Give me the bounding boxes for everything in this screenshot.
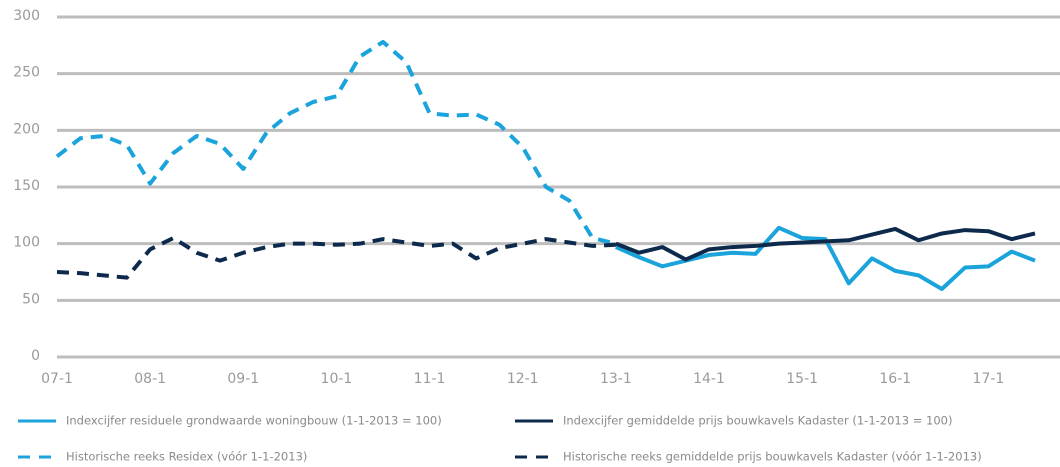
legend-label: Historische reeks Residex (vóór 1-1-2013… (66, 450, 307, 464)
x-tick-label: 12-1 (507, 371, 539, 387)
y-tick-label: 50 (22, 291, 40, 307)
y-tick-label: 0 (31, 348, 40, 364)
x-tick-label: 16-1 (879, 371, 911, 387)
x-tick-label: 13-1 (600, 371, 632, 387)
y-tick-label: 100 (13, 235, 40, 251)
x-tick-label: 09-1 (227, 371, 259, 387)
series-line (615, 225, 1036, 291)
x-tick-label: 08-1 (134, 371, 166, 387)
x-tick-label: 11-1 (414, 371, 446, 387)
y-tick-label: 250 (13, 65, 40, 81)
legend-label: Historische reeks gemiddelde prijs bouwk… (563, 450, 982, 464)
x-tick-label: 14-1 (693, 371, 725, 387)
legend-label: Indexcijfer gemiddelde prijs bouwkavels … (563, 414, 952, 428)
y-tick-label: 300 (13, 8, 40, 24)
series-line (615, 226, 1036, 262)
x-tick-label: 15-1 (786, 371, 818, 387)
x-tick-label: 17-1 (973, 371, 1005, 387)
x-tick-label: 07-1 (41, 371, 73, 387)
y-tick-label: 200 (13, 121, 40, 137)
legend-label: Indexcijfer residuele grondwaarde woning… (66, 414, 442, 428)
x-tick-label: 10-1 (321, 371, 353, 387)
y-tick-label: 150 (13, 178, 40, 194)
series-line (55, 39, 617, 246)
series-line (56, 236, 616, 280)
